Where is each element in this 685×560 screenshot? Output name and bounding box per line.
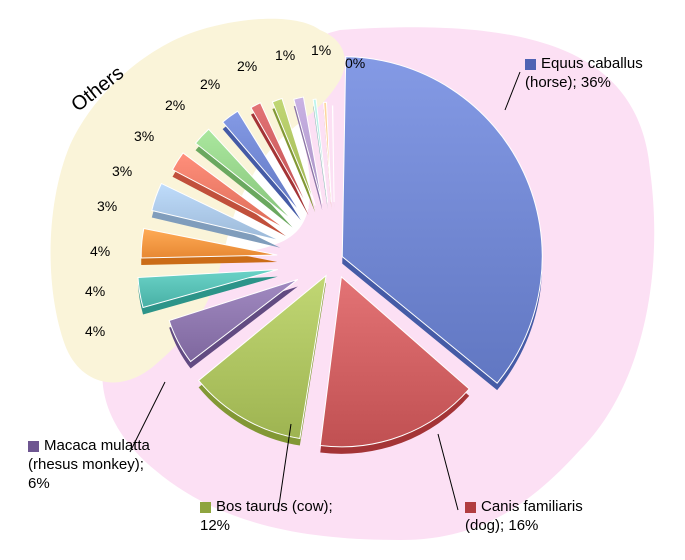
pct-label: 2% <box>237 58 257 74</box>
legend-marker <box>525 59 536 70</box>
legend-marker <box>200 502 211 513</box>
pct-label: 4% <box>85 283 105 299</box>
pct-label: 2% <box>165 97 185 113</box>
pct-label: 4% <box>85 323 105 339</box>
pct-label: 1% <box>275 47 295 63</box>
pct-label: 4% <box>90 243 110 259</box>
legend-text: Bos taurus (cow);12% <box>200 498 333 534</box>
legend-text: Macaca mulatta(rhesus monkey);6% <box>28 437 150 492</box>
pct-label: 2% <box>200 76 220 92</box>
legend-text: Equus caballus(horse); 36% <box>525 55 643 91</box>
pct-label: 1% <box>311 42 331 58</box>
legend-marker <box>28 441 39 452</box>
pct-label: 3% <box>97 198 117 214</box>
legend-item: Bos taurus (cow);12% <box>200 498 333 536</box>
legend-item: Macaca mulatta(rhesus monkey);6% <box>28 437 150 493</box>
pct-label: 3% <box>134 128 154 144</box>
legend-marker <box>465 502 476 513</box>
pct-label: 0% <box>345 55 365 71</box>
legend-item: Canis familiaris(dog); 16% <box>465 498 583 536</box>
legend-text: Canis familiaris(dog); 16% <box>465 498 583 534</box>
legend-item: Equus caballus(horse); 36% <box>525 55 643 93</box>
pct-label: 3% <box>112 163 132 179</box>
